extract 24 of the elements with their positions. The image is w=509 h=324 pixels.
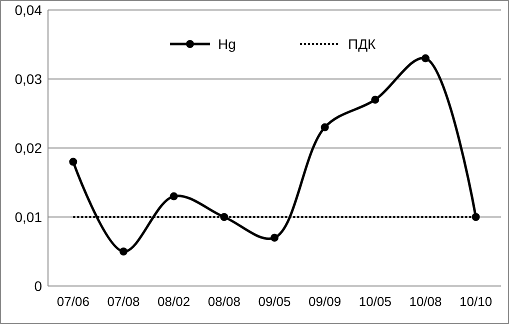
- x-tick-label: 10/05: [358, 294, 392, 309]
- point: [270, 234, 278, 242]
- x-tick-label: 09/05: [258, 294, 291, 309]
- x-tick-label: 08/02: [158, 294, 190, 309]
- x-tick-label: 10/08: [409, 294, 442, 309]
- x-tick-label: 09/09: [308, 294, 342, 309]
- point: [472, 213, 480, 221]
- point: [320, 123, 329, 132]
- x-tick-label: 07/06: [56, 294, 90, 309]
- x-tick-label: 10/10: [460, 294, 492, 309]
- point: [170, 192, 178, 200]
- y-tick-label: 0,02: [14, 140, 42, 156]
- x-tick-label: 08/08: [208, 294, 240, 309]
- y-tick-label: 0,03: [14, 70, 42, 87]
- y-tick-label: 0,04: [14, 2, 42, 18]
- y-tick-label: 0,01: [14, 208, 42, 225]
- point: [422, 54, 430, 62]
- x-tick-label: 07/08: [107, 294, 140, 309]
- legend-label: ПДК: [348, 36, 377, 52]
- y-tick-label: 0: [34, 278, 42, 294]
- point: [120, 248, 128, 256]
- point: [371, 96, 380, 104]
- legend-label: Hg: [218, 36, 236, 52]
- point: [69, 158, 78, 166]
